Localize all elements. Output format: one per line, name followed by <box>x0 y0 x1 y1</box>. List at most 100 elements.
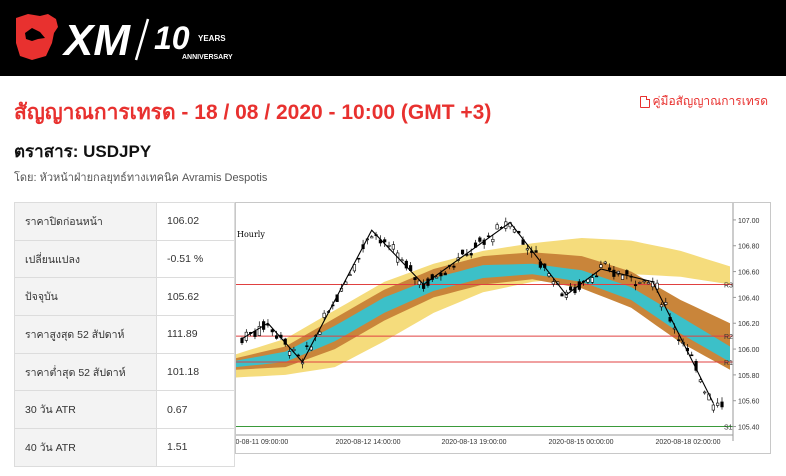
author-byline: โดย: หัวหน้าฝ่ายกลยุทธ์ทางเทคนิค Avramis… <box>14 172 268 184</box>
stat-label: 40 วัน ATR <box>14 428 157 467</box>
candle <box>357 257 361 263</box>
candle <box>677 335 681 345</box>
candle <box>417 280 421 289</box>
candle <box>270 328 274 336</box>
candle-body <box>452 265 456 268</box>
y-tick-label: 105.60 <box>738 399 760 406</box>
candle <box>491 234 495 246</box>
candle-body <box>305 345 309 347</box>
signals-guide-link[interactable]: คู่มือสัญญาณการเทรด <box>639 92 768 111</box>
table-row: ราคาสูงสุด 52 สัปดาห์ 111.89 <box>14 315 235 354</box>
candle <box>720 397 724 410</box>
y-tick-label: 105.40 <box>738 425 760 432</box>
table-row: เปลี่ยนแปลง -0.51 % <box>14 239 235 279</box>
candle-body <box>620 274 625 280</box>
y-tick-label: 106.80 <box>738 244 760 251</box>
x-tick-label: 2020-08-18 02:00:00 <box>656 439 721 446</box>
candle <box>413 277 417 285</box>
candle-body <box>607 267 612 271</box>
candle-body <box>590 277 594 283</box>
candle-body <box>370 236 374 239</box>
candle-body <box>495 224 499 230</box>
candle-body <box>534 250 538 253</box>
candle-body <box>439 272 443 277</box>
candle <box>460 249 465 256</box>
candle <box>659 302 664 311</box>
stat-value: 0.67 <box>156 390 235 430</box>
candle-body <box>383 239 387 243</box>
stat-label: ราคาสูงสุด 52 สัปดาห์ <box>14 315 157 354</box>
candle-body <box>599 264 603 268</box>
stat-label: ราคาปิดก่อนหน้า <box>14 202 157 241</box>
candle-body <box>646 282 651 285</box>
pdf-icon <box>639 95 650 108</box>
candle-body <box>512 229 517 233</box>
candle-body <box>569 286 573 291</box>
candle <box>443 271 447 276</box>
candle <box>603 260 607 265</box>
candle <box>495 222 499 230</box>
price-chart: Hourly R3 R2 R1 S1 107.00 106.80 106.60 106.40 1… <box>224 202 771 454</box>
timeframe-label: Hourly <box>237 230 265 239</box>
anniversary-years: YEARS <box>198 34 226 43</box>
candle <box>486 232 491 238</box>
candle <box>573 284 577 296</box>
candle <box>534 245 538 253</box>
x-tick-label: 2020-08-11 09:00:00 <box>236 439 288 446</box>
candle-body <box>270 329 274 333</box>
stats-table: ราคาปิดก่อนหน้า 106.02 เปลี่ยนแปลง -0.51… <box>14 202 235 467</box>
candle-body <box>435 276 439 279</box>
band-inner <box>236 263 730 368</box>
y-tick-label: 106.20 <box>738 321 760 328</box>
candle-body <box>603 261 607 264</box>
xm-logo[interactable]: XM 10 YEARS ANNIVERSARY <box>14 13 244 63</box>
candle-body <box>642 280 646 283</box>
candle-body <box>638 282 642 284</box>
candle-body <box>318 331 322 335</box>
candle-body <box>690 354 694 357</box>
candle-body <box>391 244 395 250</box>
candle <box>560 292 564 297</box>
anniversary-number: 10 <box>154 20 190 56</box>
table-row: ปัจจุบัน 105.62 <box>14 277 235 317</box>
candle <box>482 237 486 249</box>
stat-value: 106.02 <box>156 202 235 241</box>
candle <box>525 245 529 255</box>
candle <box>551 278 555 287</box>
candle <box>642 279 646 284</box>
candle-body <box>551 281 555 285</box>
candle <box>391 241 395 254</box>
candle-body <box>257 326 261 336</box>
stat-label: เปลี่ยนแปลง <box>14 239 157 279</box>
candle-body <box>659 304 664 308</box>
stat-label: 30 วัน ATR <box>14 390 157 430</box>
candle <box>370 235 374 239</box>
x-tick-label: 2020-08-15 00:00:00 <box>549 439 614 446</box>
candle-body <box>240 337 244 344</box>
candle <box>625 269 629 280</box>
stat-value: 105.62 <box>156 277 235 317</box>
level-label-r2: R2 <box>724 334 733 341</box>
candle-body <box>716 402 720 406</box>
site-header: XM 10 YEARS ANNIVERSARY <box>0 0 786 76</box>
candle <box>452 262 456 270</box>
candle <box>569 282 573 293</box>
candle-body <box>417 280 421 285</box>
candle <box>318 329 322 335</box>
logo-text: XM <box>61 16 131 63</box>
candle-body <box>443 272 447 276</box>
candle <box>711 403 715 413</box>
candle-body <box>275 335 279 339</box>
candle-body <box>560 293 564 297</box>
stat-label: ปัจจุบัน <box>14 277 157 317</box>
candle <box>287 348 292 359</box>
candle-body <box>348 274 352 276</box>
candle-body <box>703 391 707 394</box>
candle-body <box>612 269 616 277</box>
y-tick-label: 107.00 <box>738 218 760 225</box>
candle <box>383 237 387 247</box>
y-tick-label: 106.00 <box>738 347 760 354</box>
candle <box>633 280 638 291</box>
candle-body <box>491 239 495 243</box>
level-label-r1: R1 <box>724 360 733 367</box>
